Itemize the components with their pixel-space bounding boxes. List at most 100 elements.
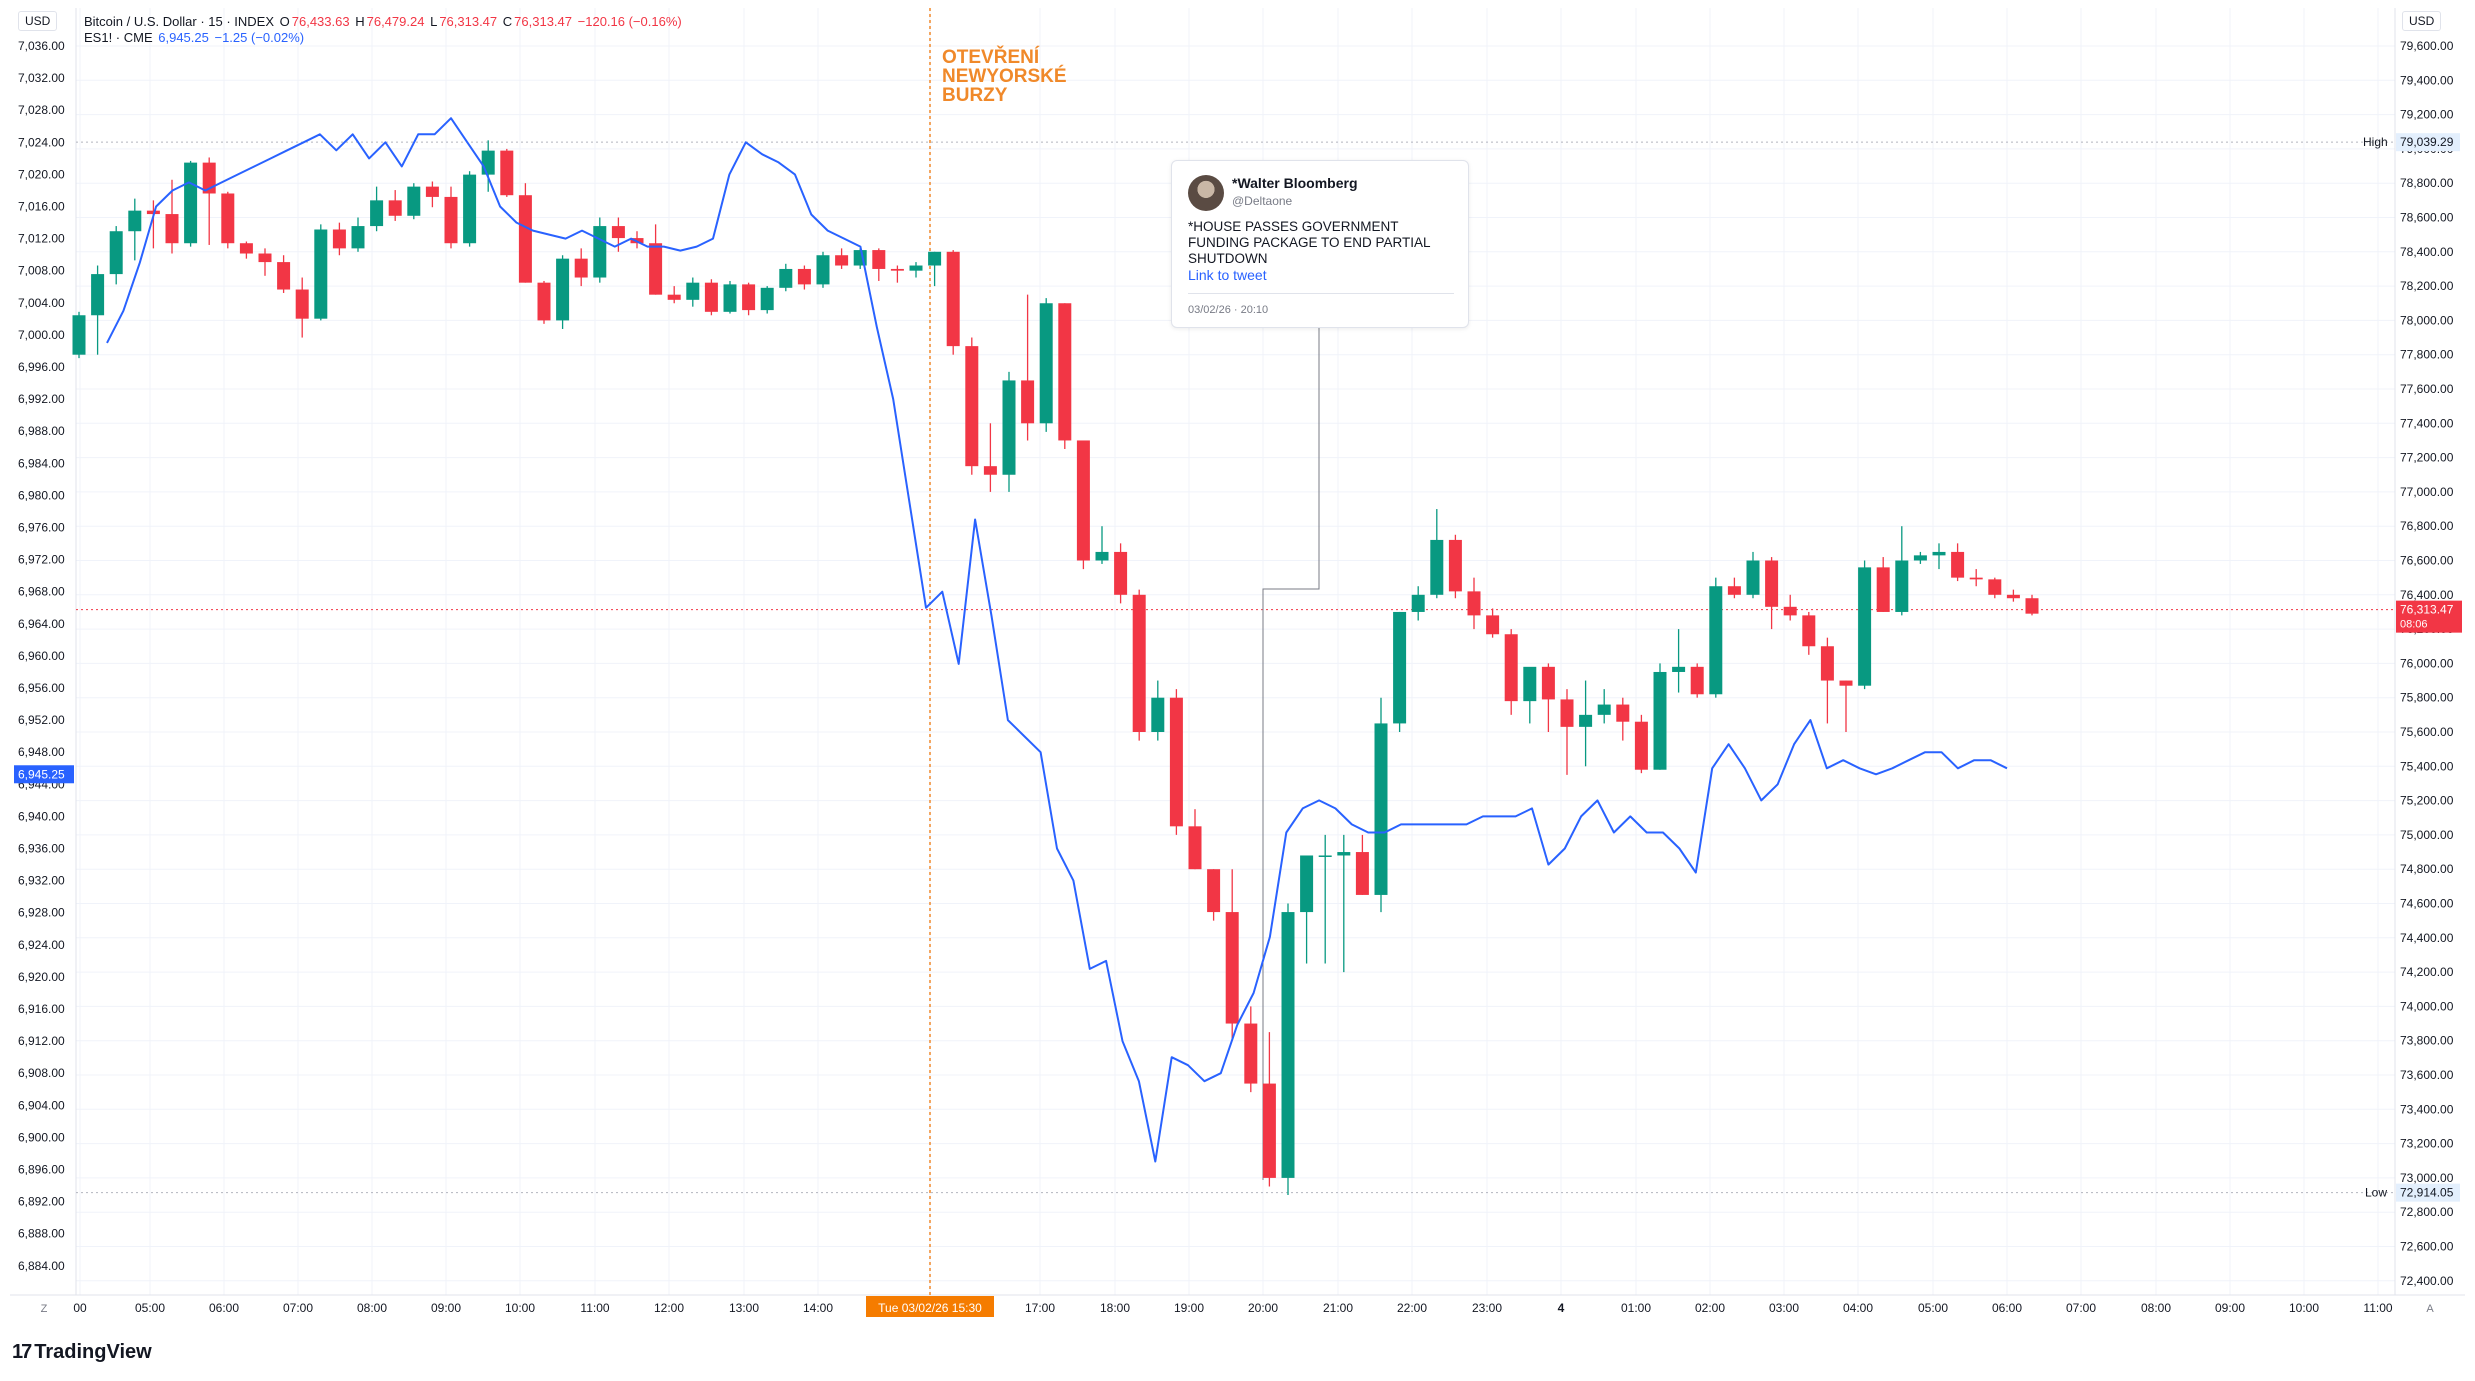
left-tick-label-17: 6,968.00 (18, 585, 65, 599)
candle-body-53 (1058, 303, 1072, 441)
candle-body-15 (351, 226, 365, 249)
right-currency-label[interactable]: USD (2402, 11, 2442, 31)
tweet-card[interactable]: *Walter Bloomberg @Deltaone *HOUSE PASSE… (1171, 160, 1469, 328)
candle-body-66 (1300, 855, 1314, 913)
legend-btc-c-label: C (502, 14, 513, 29)
left-tick-label-19: 6,960.00 (18, 649, 65, 663)
candle-body-62 (1225, 912, 1239, 1024)
right-tick-label-13: 77,000.00 (2400, 485, 2454, 499)
right-tick-label-29: 73,800.00 (2400, 1034, 2454, 1048)
candle-body-8 (221, 193, 235, 244)
legend-btc-symbol: Bitcoin / U.S. Dollar · 15 · INDEX (84, 14, 274, 29)
candle-body-51 (1021, 380, 1035, 424)
candle-body-79 (1541, 666, 1555, 700)
nyse-open-annotation[interactable]: OTEVŘENÍ NEWYORSKÉ BURZY (942, 48, 1102, 105)
legend-btc-h-label: H (355, 14, 365, 29)
right-tick-label-21: 75,400.00 (2400, 759, 2454, 773)
candle-body-5 (165, 214, 179, 244)
right-tick-label-26: 74,400.00 (2400, 931, 2454, 945)
candle-body-81 (1579, 714, 1593, 727)
es-last-value: 6,945.25 (18, 767, 65, 781)
time-label-20: 01:00 (1621, 1301, 1651, 1315)
left-tick-label-5: 7,016.00 (18, 200, 65, 214)
legend-btc-close: 76,313.47 (514, 14, 573, 29)
left-tick-label-8: 7,004.00 (18, 296, 65, 310)
candle-body-29 (611, 226, 625, 239)
left-tick-label-11: 6,992.00 (18, 392, 65, 406)
candle-body-19 (425, 186, 439, 197)
candle-body-14 (332, 229, 346, 249)
candle-body-74 (1448, 539, 1462, 592)
candle-body-100 (1932, 551, 1946, 556)
legend-btc[interactable]: Bitcoin / U.S. Dollar · 15 · INDEX O 76,4… (84, 14, 684, 29)
candle-body-61 (1207, 869, 1221, 913)
candle-body-44 (890, 268, 904, 271)
time-label-28: 09:00 (2215, 1301, 2245, 1315)
left-tick-label-31: 6,912.00 (18, 1034, 65, 1048)
es-last-badge (14, 765, 74, 784)
legend-btc-open: 76,433.63 (291, 14, 350, 29)
left-tick-label-34: 6,900.00 (18, 1130, 65, 1144)
right-tick-label-2: 79,200.00 (2400, 108, 2454, 122)
left-tick-label-14: 6,980.00 (18, 488, 65, 502)
left-tick-label-10: 6,996.00 (18, 360, 65, 374)
candle-body-21 (463, 174, 477, 244)
candle-body-26 (556, 258, 570, 321)
right-tick-label-22: 75,200.00 (2400, 794, 2454, 808)
left-tick-label-28: 6,924.00 (18, 938, 65, 952)
time-label-25: 06:00 (1992, 1301, 2022, 1315)
left-tick-label-7: 7,008.00 (18, 264, 65, 278)
candle-body-11 (277, 262, 291, 290)
candle-body-85 (1653, 671, 1667, 770)
candle-body-6 (184, 162, 198, 244)
candle-body-39 (797, 268, 811, 285)
left-tick-label-6: 7,012.00 (18, 232, 65, 246)
left-tick-label-36: 6,892.00 (18, 1195, 65, 1209)
right-tick-label-33: 73,000.00 (2400, 1171, 2454, 1185)
left-tick-label-33: 6,904.00 (18, 1098, 65, 1112)
tradingview-logo[interactable]: 17 TradingView (12, 1341, 152, 1364)
candle-body-60 (1188, 826, 1202, 870)
candle-body-33 (686, 282, 700, 300)
right-tick-label-31: 73,400.00 (2400, 1102, 2454, 1116)
annotation-line-3: BURZY (942, 85, 1008, 106)
left-tick-label-25: 6,936.00 (18, 842, 65, 856)
candle-body-59 (1169, 697, 1183, 827)
time-label-11: Tue 03/02/26 15:30 (878, 1301, 982, 1315)
candle-body-67 (1318, 855, 1332, 857)
candle-body-90 (1746, 560, 1760, 595)
time-label-6: 10:00 (505, 1301, 535, 1315)
tweet-divider (1188, 293, 1454, 294)
candle-body-91 (1765, 560, 1779, 607)
right-tick-label-14: 76,800.00 (2400, 519, 2454, 533)
time-label-15: 20:00 (1248, 1301, 1278, 1315)
left-tick-label-1: 7,032.00 (18, 71, 65, 85)
candle-body-16 (370, 200, 384, 227)
right-tick-label-30: 73,600.00 (2400, 1068, 2454, 1082)
right-tick-label-7: 78,200.00 (2400, 279, 2454, 293)
candle-body-2 (109, 231, 123, 275)
candle-body-0 (72, 315, 86, 355)
left-currency-label[interactable]: USD (18, 11, 58, 31)
avatar (1188, 175, 1224, 211)
time-label-27: 08:00 (2141, 1301, 2171, 1315)
candle-body-75 (1467, 591, 1481, 616)
legend-es[interactable]: ES1! · CME 6,945.25 −1.25 (−0.02%) (84, 30, 306, 45)
legend-es-symbol: ES1! · CME (84, 30, 153, 45)
left-tick-label-13: 6,984.00 (18, 456, 65, 470)
candle-body-69 (1355, 852, 1369, 895)
time-label-0: 00 (73, 1301, 87, 1315)
left-tick-label-22: 6,948.00 (18, 745, 65, 759)
candle-body-71 (1393, 611, 1407, 724)
right-tick-label-15: 76,600.00 (2400, 554, 2454, 568)
right-tick-label-36: 72,400.00 (2400, 1274, 2454, 1288)
left-tick-label-21: 6,952.00 (18, 713, 65, 727)
candle-body-92 (1783, 606, 1797, 616)
right-tick-label-11: 77,400.00 (2400, 416, 2454, 430)
right-tick-label-9: 77,800.00 (2400, 348, 2454, 362)
candle-body-12 (295, 289, 309, 319)
right-tick-label-1: 79,400.00 (2400, 73, 2454, 87)
candle-body-68 (1337, 852, 1351, 856)
tweet-link[interactable]: Link to tweet (1188, 267, 1267, 283)
